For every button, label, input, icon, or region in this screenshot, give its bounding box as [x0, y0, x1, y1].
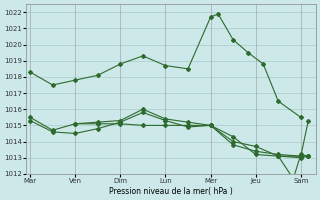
X-axis label: Pression niveau de la mer( hPa ): Pression niveau de la mer( hPa ) [109, 187, 233, 196]
